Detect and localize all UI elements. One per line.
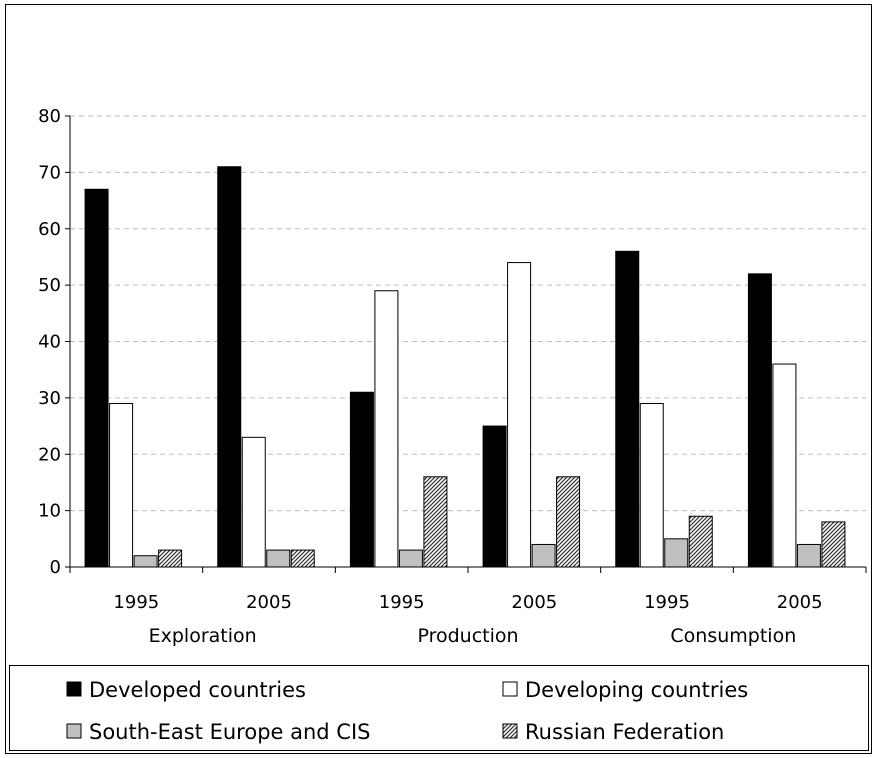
bar bbox=[772, 363, 797, 568]
y-tick-label: 20 bbox=[38, 444, 61, 465]
bar bbox=[796, 543, 821, 568]
bar bbox=[821, 521, 846, 568]
bar bbox=[158, 549, 183, 568]
legend-swatch bbox=[502, 681, 518, 697]
bar bbox=[556, 476, 581, 568]
bar bbox=[266, 549, 291, 568]
bar bbox=[639, 403, 664, 568]
legend-swatch bbox=[502, 723, 518, 739]
x-group-labels: Exploration Production Consumption bbox=[149, 625, 797, 647]
bar bbox=[290, 549, 315, 568]
bar bbox=[688, 515, 713, 568]
gridlines bbox=[70, 115, 866, 512]
bar bbox=[747, 273, 772, 568]
legend-label: Russian Federation bbox=[525, 720, 724, 744]
x-tick-label: 2005 bbox=[777, 592, 823, 613]
bar bbox=[217, 166, 242, 568]
chart-border bbox=[5, 4, 872, 754]
x-tick-label: 1995 bbox=[113, 592, 159, 613]
bar bbox=[507, 262, 532, 568]
bar bbox=[664, 538, 689, 568]
x-tick-labels: 1995 2005 1995 2005 1995 2005 bbox=[113, 592, 822, 613]
legend-swatch bbox=[66, 681, 82, 697]
legend-label: Developed countries bbox=[89, 678, 306, 702]
x-tick-label: 2005 bbox=[511, 592, 557, 613]
bars bbox=[84, 166, 846, 568]
y-tick-label: 10 bbox=[38, 501, 61, 522]
bar bbox=[482, 425, 507, 568]
bar bbox=[398, 549, 423, 568]
bar bbox=[531, 543, 556, 568]
bar bbox=[615, 250, 640, 568]
x-group-label: Exploration bbox=[149, 625, 257, 647]
x-group-label: Production bbox=[417, 625, 518, 647]
bar bbox=[84, 188, 109, 568]
legend-label: South-East Europe and CIS bbox=[89, 720, 371, 744]
y-tick-label: 80 bbox=[38, 106, 61, 127]
legend-box bbox=[9, 665, 869, 751]
axes bbox=[65, 115, 867, 573]
y-tick-label: 0 bbox=[50, 557, 61, 578]
x-tick-label: 1995 bbox=[379, 592, 425, 613]
bar bbox=[374, 290, 399, 568]
y-tick-label: 50 bbox=[38, 275, 61, 296]
y-tick-labels: 0 10 20 30 40 50 60 70 80 bbox=[38, 106, 61, 578]
x-tick-label: 1995 bbox=[644, 592, 690, 613]
x-tick-label: 2005 bbox=[246, 592, 292, 613]
legend-label: Developing countries bbox=[525, 678, 748, 702]
y-tick-label: 40 bbox=[38, 332, 61, 353]
y-tick-label: 70 bbox=[38, 162, 61, 183]
legend: Developed countries Developing countries S… bbox=[66, 678, 748, 744]
bar bbox=[133, 555, 158, 568]
y-tick-label: 60 bbox=[38, 219, 61, 240]
legend-swatch bbox=[66, 723, 82, 739]
y-tick-label: 30 bbox=[38, 388, 61, 409]
bar bbox=[349, 391, 374, 568]
bar bbox=[423, 476, 448, 568]
bar bbox=[109, 403, 134, 568]
x-group-label: Consumption bbox=[670, 625, 796, 647]
bar bbox=[241, 436, 266, 568]
